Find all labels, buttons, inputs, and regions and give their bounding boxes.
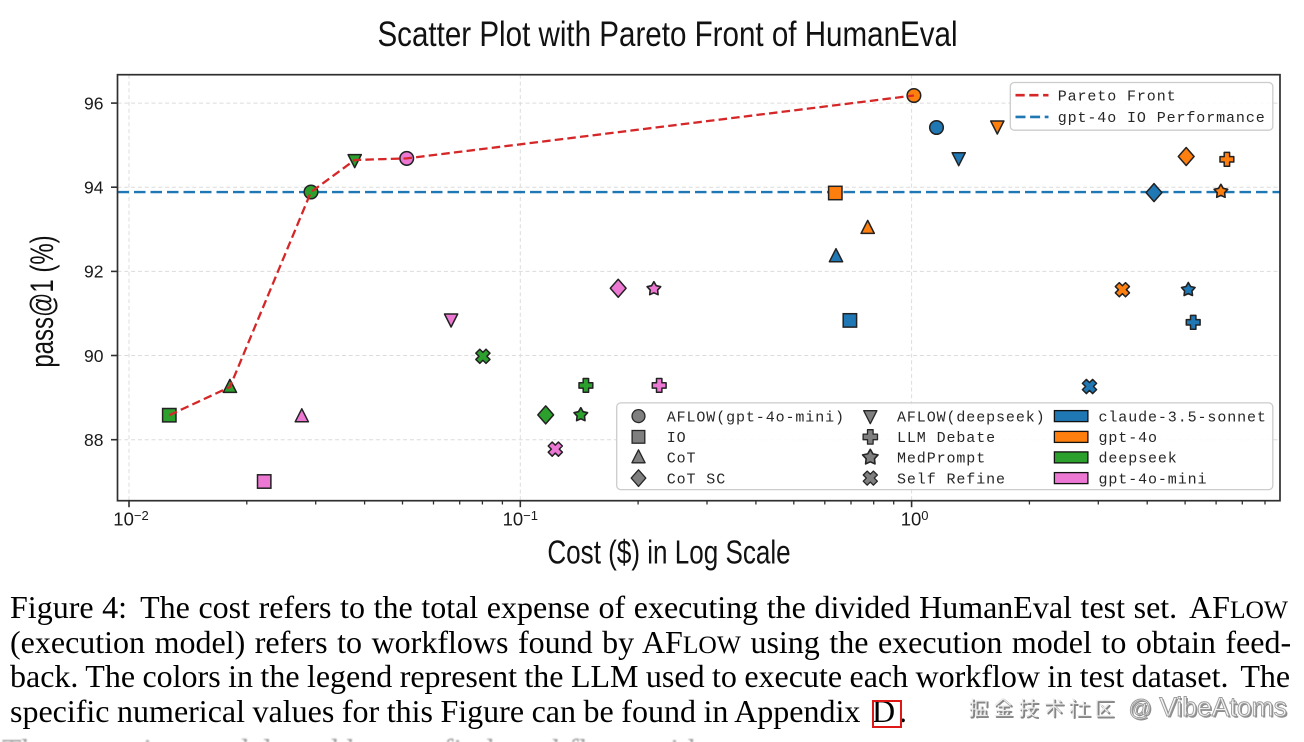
svg-text:AFLOW(deepseek): AFLOW(deepseek) [897, 409, 1046, 426]
svg-text:Pareto Front: Pareto Front [1058, 88, 1177, 105]
svg-text:LLM Debate: LLM Debate [897, 430, 996, 447]
svg-text:Cost ($) in Log Scale: Cost ($) in Log Scale [547, 535, 790, 572]
svg-text:gpt-4o-mini: gpt-4o-mini [1099, 471, 1208, 488]
svg-text:gpt-4o IO Performance: gpt-4o IO Performance [1058, 110, 1266, 127]
svg-text:claude-3.5-sonnet: claude-3.5-sonnet [1099, 409, 1267, 426]
svg-text:CoT: CoT [667, 451, 697, 468]
svg-text:10−2: 10−2 [113, 508, 148, 530]
svg-text:AFLOW(gpt-4o-mini): AFLOW(gpt-4o-mini) [667, 409, 845, 426]
svg-text:MedPrompt: MedPrompt [897, 451, 986, 468]
svg-text:10−1: 10−1 [503, 508, 538, 530]
svg-text:94: 94 [84, 178, 104, 198]
svg-text:90: 90 [84, 346, 104, 366]
svg-text:@ VibeAtoms: @ VibeAtoms [1129, 692, 1287, 722]
svg-text:CoT SC: CoT SC [667, 471, 726, 488]
svg-text:88: 88 [84, 430, 103, 450]
svg-text:@ VibeAtoms: @ VibeAtoms [1130, 694, 1288, 724]
svg-text:Scatter Plot with Pareto Front: Scatter Plot with Pareto Front of HumanE… [377, 15, 957, 54]
svg-text:pass@1 (%): pass@1 (%) [24, 235, 60, 367]
svg-text:deepseek: deepseek [1099, 451, 1178, 468]
svg-text:92: 92 [84, 262, 103, 282]
svg-text:100: 100 [901, 508, 929, 530]
svg-text:96: 96 [84, 93, 103, 113]
svg-text:Self Refine: Self Refine [897, 471, 1006, 488]
svg-text:IO: IO [667, 430, 687, 447]
svg-text:gpt-4o: gpt-4o [1099, 430, 1158, 447]
